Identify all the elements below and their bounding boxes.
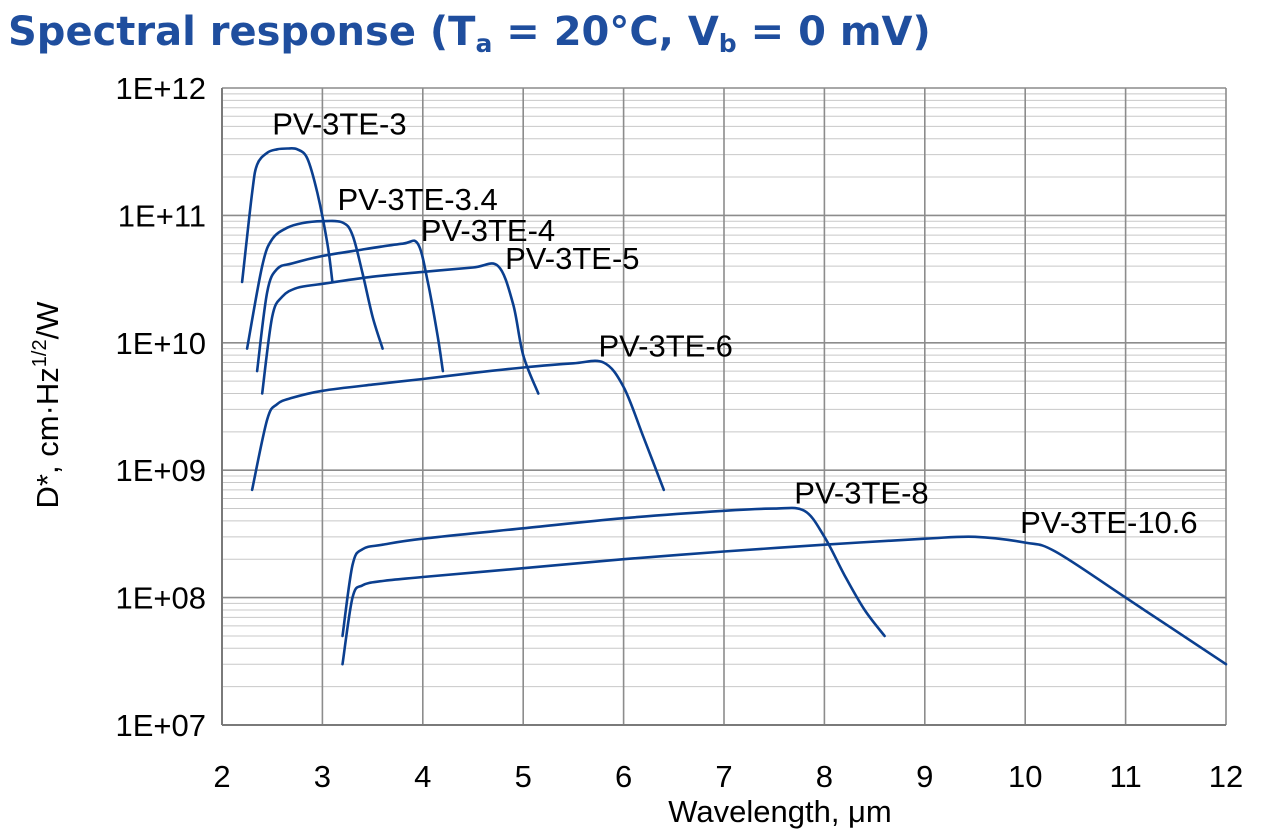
label-pv-3te-10-6: PV-3TE-10.6	[1020, 505, 1197, 540]
label-pv-3te-6: PV-3TE-6	[599, 329, 733, 364]
series-group	[240, 147, 1228, 666]
title-sub-b: b	[718, 29, 737, 58]
y-axis-label-base: D*, cm·Hz	[30, 367, 65, 508]
y-tick-label: 1E+07	[115, 708, 206, 743]
y-axis-label-sup: 1/2	[29, 339, 51, 367]
x-tick-label: 12	[1209, 759, 1243, 794]
title-prefix: Spectral response (T	[8, 9, 476, 55]
y-tick-labels: 1E+07 1E+08 1E+09 1E+10 1E+11 1E+12	[115, 71, 206, 743]
grid	[221, 87, 1227, 726]
x-tick-label: 4	[414, 759, 431, 794]
x-tick-labels: 2 3 4 5 6 7 8 9 10 11 12	[213, 759, 1243, 794]
x-tick-label: 10	[1008, 759, 1042, 794]
title-suffix: = 0 mV)	[736, 9, 931, 55]
x-axis-label: Wavelength, μm	[668, 794, 891, 829]
series-labels: PV-3TE-3 PV-3TE-3.4PV-3TE-4PV-3TE-5 PV-3TE…	[272, 107, 1197, 541]
series-line-pv-3te-10-6	[341, 535, 1228, 666]
y-tick-label: 1E+12	[115, 71, 206, 106]
series-line-pv-3te-6	[250, 359, 666, 492]
series-line-pv-3te-8	[341, 506, 886, 638]
title-sub-a: a	[475, 29, 493, 58]
label-pv-3te-3: PV-3TE-3	[272, 107, 406, 142]
y-axis-label: D*, cm·Hz1/2/W	[29, 301, 65, 509]
series-line-pv-3te-3	[240, 147, 334, 284]
series-line-pv-3te-4	[255, 239, 445, 373]
x-tick-label: 3	[314, 759, 331, 794]
label-pv-3te-5: PV-3TE-5	[505, 241, 639, 276]
x-tick-label: 9	[916, 759, 933, 794]
x-tick-label: 11	[1110, 759, 1142, 794]
chart-title: Spectral response (Ta = 20°C, Vb = 0 mV)	[8, 0, 931, 64]
y-tick-label: 1E+11	[118, 198, 206, 233]
y-axis-label-tail: /W	[30, 301, 65, 340]
y-tick-label: 1E+08	[115, 581, 206, 616]
title-mid: = 20°C, V	[492, 9, 719, 55]
series-line-pv-3te-3-4	[245, 219, 384, 350]
x-tick-label: 5	[515, 759, 532, 794]
y-tick-label: 1E+09	[115, 453, 206, 488]
label-pv-3te-4: PV-3TE-4	[421, 213, 555, 248]
x-tick-label: 2	[213, 759, 230, 794]
x-tick-label: 8	[816, 759, 833, 794]
label-pv-3te-8: PV-3TE-8	[794, 475, 928, 510]
x-tick-label: 6	[615, 759, 632, 794]
y-tick-label: 1E+10	[115, 326, 206, 361]
series-line-pv-3te-5	[260, 262, 540, 395]
x-tick-label: 7	[715, 759, 732, 794]
label-pv-3te-3-4: PV-3TE-3.4	[337, 182, 497, 217]
